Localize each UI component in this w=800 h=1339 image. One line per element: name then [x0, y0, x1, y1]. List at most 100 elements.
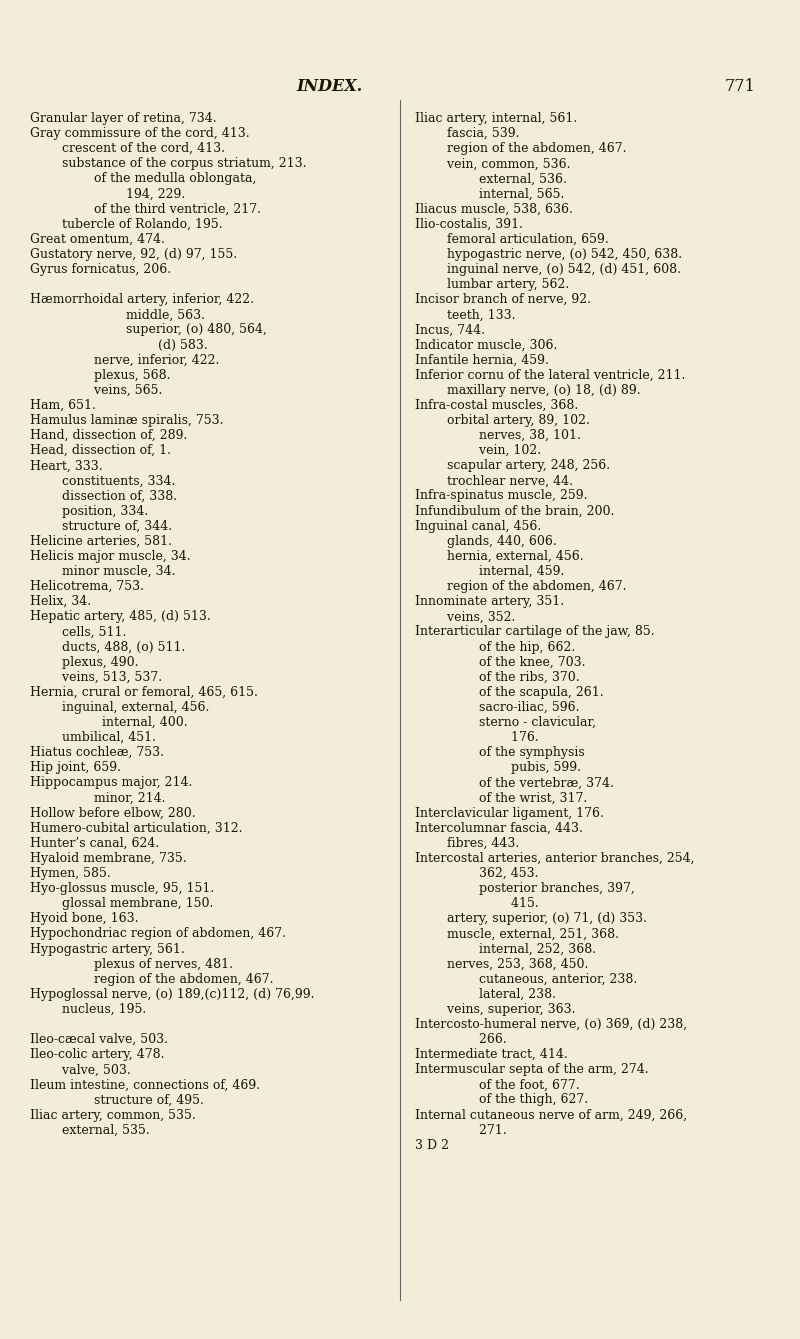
Text: vein, 102.: vein, 102. — [415, 445, 541, 457]
Text: substance of the corpus striatum, 213.: substance of the corpus striatum, 213. — [30, 157, 306, 170]
Text: middle, 563.: middle, 563. — [30, 308, 205, 321]
Text: teeth, 133.: teeth, 133. — [415, 308, 515, 321]
Text: Hippocampus major, 214.: Hippocampus major, 214. — [30, 777, 192, 790]
Text: maxillary nerve, (o) 18, (d) 89.: maxillary nerve, (o) 18, (d) 89. — [415, 384, 641, 396]
Text: Iliac artery, internal, 561.: Iliac artery, internal, 561. — [415, 112, 578, 125]
Text: Helicis major muscle, 34.: Helicis major muscle, 34. — [30, 550, 190, 562]
Text: Hæmorrhoidal artery, inferior, 422.: Hæmorrhoidal artery, inferior, 422. — [30, 293, 254, 307]
Text: minor, 214.: minor, 214. — [30, 791, 166, 805]
Text: Hollow before elbow, 280.: Hollow before elbow, 280. — [30, 806, 196, 819]
Text: Hyo-glossus muscle, 95, 151.: Hyo-glossus muscle, 95, 151. — [30, 882, 214, 894]
Text: Helix, 34.: Helix, 34. — [30, 596, 91, 608]
Text: Granular layer of retina, 734.: Granular layer of retina, 734. — [30, 112, 217, 125]
Text: crescent of the cord, 413.: crescent of the cord, 413. — [30, 142, 225, 155]
Text: of the thigh, 627.: of the thigh, 627. — [415, 1094, 588, 1106]
Text: Intermediate tract, 414.: Intermediate tract, 414. — [415, 1048, 568, 1062]
Text: artery, superior, (o) 71, (d) 353.: artery, superior, (o) 71, (d) 353. — [415, 912, 647, 925]
Text: orbital artery, 89, 102.: orbital artery, 89, 102. — [415, 414, 590, 427]
Text: veins, 513, 537.: veins, 513, 537. — [30, 671, 162, 684]
Text: of the vertebræ, 374.: of the vertebræ, 374. — [415, 777, 614, 790]
Text: Ham, 651.: Ham, 651. — [30, 399, 96, 412]
Text: valve, 503.: valve, 503. — [30, 1063, 130, 1077]
Text: 194, 229.: 194, 229. — [30, 187, 186, 201]
Text: Hip joint, 659.: Hip joint, 659. — [30, 762, 121, 774]
Text: of the scapula, 261.: of the scapula, 261. — [415, 686, 604, 699]
Text: Incus, 744.: Incus, 744. — [415, 324, 485, 336]
Text: Hiatus cochleæ, 753.: Hiatus cochleæ, 753. — [30, 746, 164, 759]
Text: glossal membrane, 150.: glossal membrane, 150. — [30, 897, 214, 911]
Text: structure of, 344.: structure of, 344. — [30, 520, 172, 533]
Text: external, 535.: external, 535. — [30, 1123, 150, 1137]
Text: Ileum intestine, connections of, 469.: Ileum intestine, connections of, 469. — [30, 1078, 260, 1091]
Text: Intercosto-humeral nerve, (o) 369, (d) 238,: Intercosto-humeral nerve, (o) 369, (d) 2… — [415, 1018, 687, 1031]
Text: Ileo-cæcal valve, 503.: Ileo-cæcal valve, 503. — [30, 1034, 168, 1046]
Text: Intercostal arteries, anterior branches, 254,: Intercostal arteries, anterior branches,… — [415, 852, 694, 865]
Text: of the medulla oblongata,: of the medulla oblongata, — [30, 173, 256, 185]
Text: Hand, dissection of, 289.: Hand, dissection of, 289. — [30, 428, 187, 442]
Text: Infantile hernia, 459.: Infantile hernia, 459. — [415, 353, 549, 367]
Text: Ileo-colic artery, 478.: Ileo-colic artery, 478. — [30, 1048, 165, 1062]
Text: nerves, 38, 101.: nerves, 38, 101. — [415, 428, 581, 442]
Text: structure of, 495.: structure of, 495. — [30, 1094, 204, 1106]
Text: 771: 771 — [724, 78, 755, 95]
Text: Humero-cubital articulation, 312.: Humero-cubital articulation, 312. — [30, 822, 242, 834]
Text: pubis, 599.: pubis, 599. — [415, 762, 581, 774]
Text: muscle, external, 251, 368.: muscle, external, 251, 368. — [415, 928, 619, 940]
Text: Infundibulum of the brain, 200.: Infundibulum of the brain, 200. — [415, 505, 614, 518]
Text: nucleus, 195.: nucleus, 195. — [30, 1003, 146, 1016]
Text: inguinal nerve, (o) 542, (d) 451, 608.: inguinal nerve, (o) 542, (d) 451, 608. — [415, 262, 681, 276]
Text: Gyrus fornicatus, 206.: Gyrus fornicatus, 206. — [30, 262, 171, 276]
Text: ducts, 488, (o) 511.: ducts, 488, (o) 511. — [30, 640, 186, 653]
Text: internal, 459.: internal, 459. — [415, 565, 564, 578]
Text: 3 D 2: 3 D 2 — [415, 1138, 449, 1152]
Text: Hepatic artery, 485, (d) 513.: Hepatic artery, 485, (d) 513. — [30, 611, 210, 623]
Text: 415.: 415. — [415, 897, 538, 911]
Text: glands, 440, 606.: glands, 440, 606. — [415, 534, 557, 548]
Text: minor muscle, 34.: minor muscle, 34. — [30, 565, 175, 578]
Text: 362, 453.: 362, 453. — [415, 866, 538, 880]
Text: Gray commissure of the cord, 413.: Gray commissure of the cord, 413. — [30, 127, 250, 141]
Text: Hypochondriac region of abdomen, 467.: Hypochondriac region of abdomen, 467. — [30, 928, 286, 940]
Text: lateral, 238.: lateral, 238. — [415, 988, 556, 1000]
Text: Iliac artery, common, 535.: Iliac artery, common, 535. — [30, 1109, 196, 1122]
Text: fascia, 539.: fascia, 539. — [415, 127, 519, 141]
Text: 266.: 266. — [415, 1034, 506, 1046]
Text: 271.: 271. — [415, 1123, 506, 1137]
Text: Inguinal canal, 456.: Inguinal canal, 456. — [415, 520, 542, 533]
Text: Hernia, crural or femoral, 465, 615.: Hernia, crural or femoral, 465, 615. — [30, 686, 258, 699]
Text: Indicator muscle, 306.: Indicator muscle, 306. — [415, 339, 558, 352]
Text: (d) 583.: (d) 583. — [30, 339, 208, 352]
Text: Infra-costal muscles, 368.: Infra-costal muscles, 368. — [415, 399, 578, 412]
Text: Hypoglossal nerve, (o) 189,(c)112, (d) 76,99.: Hypoglossal nerve, (o) 189,(c)112, (d) 7… — [30, 988, 314, 1000]
Text: external, 536.: external, 536. — [415, 173, 567, 185]
Text: Internal cutaneous nerve of arm, 249, 266,: Internal cutaneous nerve of arm, 249, 26… — [415, 1109, 687, 1122]
Text: hypogastric nerve, (o) 542, 450, 638.: hypogastric nerve, (o) 542, 450, 638. — [415, 248, 682, 261]
Text: of the knee, 703.: of the knee, 703. — [415, 656, 586, 668]
Text: plexus, 568.: plexus, 568. — [30, 368, 170, 382]
Text: of the third ventricle, 217.: of the third ventricle, 217. — [30, 202, 261, 216]
Text: internal, 400.: internal, 400. — [30, 716, 188, 728]
Text: region of the abdomen, 467.: region of the abdomen, 467. — [415, 142, 626, 155]
Text: veins, 565.: veins, 565. — [30, 384, 162, 396]
Text: nerve, inferior, 422.: nerve, inferior, 422. — [30, 353, 219, 367]
Text: Interarticular cartilage of the jaw, 85.: Interarticular cartilage of the jaw, 85. — [415, 625, 654, 639]
Text: sterno - clavicular,: sterno - clavicular, — [415, 716, 596, 728]
Text: of the wrist, 317.: of the wrist, 317. — [415, 791, 587, 805]
Text: Intermuscular septa of the arm, 274.: Intermuscular septa of the arm, 274. — [415, 1063, 649, 1077]
Text: Helicotrema, 753.: Helicotrema, 753. — [30, 580, 144, 593]
Text: internal, 565.: internal, 565. — [415, 187, 564, 201]
Text: constituents, 334.: constituents, 334. — [30, 474, 175, 487]
Text: 176.: 176. — [415, 731, 538, 744]
Text: Hamulus laminæ spiralis, 753.: Hamulus laminæ spiralis, 753. — [30, 414, 223, 427]
Text: inguinal, external, 456.: inguinal, external, 456. — [30, 700, 210, 714]
Text: position, 334.: position, 334. — [30, 505, 148, 518]
Text: Hyaloid membrane, 735.: Hyaloid membrane, 735. — [30, 852, 186, 865]
Text: of the symphysis: of the symphysis — [415, 746, 585, 759]
Text: hernia, external, 456.: hernia, external, 456. — [415, 550, 584, 562]
Text: posterior branches, 397,: posterior branches, 397, — [415, 882, 634, 894]
Text: Head, dissection of, 1.: Head, dissection of, 1. — [30, 445, 171, 457]
Text: trochlear nerve, 44.: trochlear nerve, 44. — [415, 474, 573, 487]
Text: Hyoid bone, 163.: Hyoid bone, 163. — [30, 912, 138, 925]
Text: region of the abdomen, 467.: region of the abdomen, 467. — [415, 580, 626, 593]
Text: superior, (o) 480, 564,: superior, (o) 480, 564, — [30, 324, 267, 336]
